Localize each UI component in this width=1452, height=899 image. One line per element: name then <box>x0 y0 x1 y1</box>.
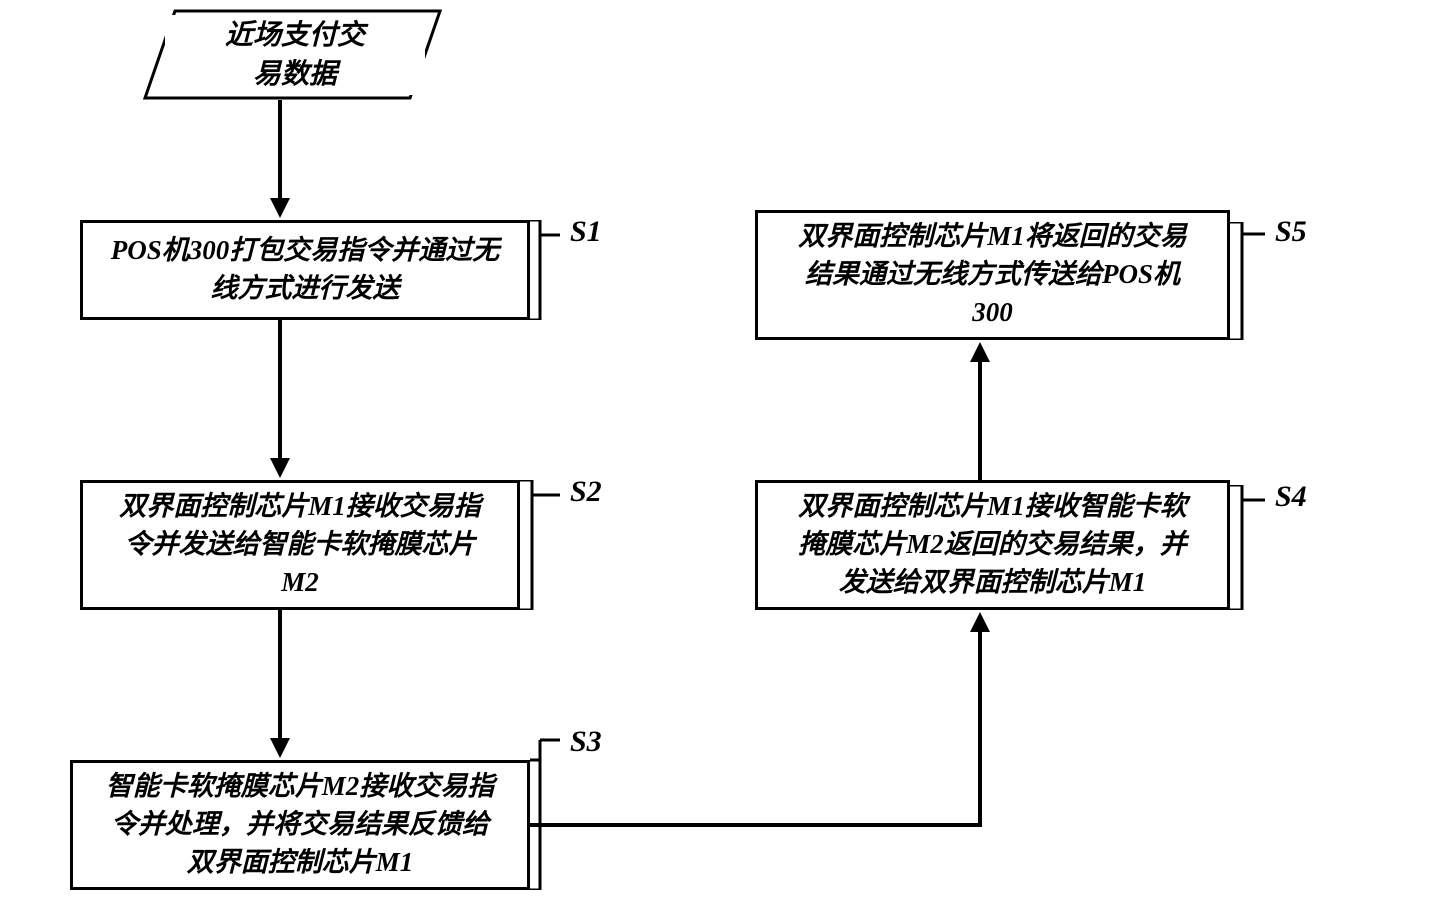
node-s2: 双界面控制芯片M1接收交易指 令并发送给智能卡软掩膜芯片 M2 <box>80 480 520 610</box>
arrow-s2-s3 <box>278 610 282 740</box>
bracket-s3 <box>530 735 565 890</box>
bracket-s1 <box>530 220 565 320</box>
arrow-s3-s4-v <box>978 632 982 827</box>
arrowhead-s1-s2 <box>270 458 290 478</box>
bracket-s4 <box>1230 485 1270 610</box>
start-text: 近场支付交 易数据 <box>225 16 365 94</box>
node-s3: 智能卡软掩膜芯片M2接收交易指 令并处理，并将交易结果反馈给 双界面控制芯片M1 <box>70 760 530 890</box>
label-s1: S1 <box>570 215 602 249</box>
node-s4: 双界面控制芯片M1接收智能卡软 掩膜芯片M2返回的交易结果，并 发送给双界面控制… <box>755 480 1230 610</box>
arrow-s4-s5 <box>978 362 982 480</box>
label-s3: S3 <box>570 725 602 759</box>
arrow-s3-s4-h <box>530 823 980 827</box>
node-s1: POS机300打包交易指令并通过无 线方式进行发送 <box>80 220 530 320</box>
bracket-s5 <box>1230 222 1270 340</box>
arrow-s1-s2 <box>278 320 282 460</box>
arrowhead-s2-s3 <box>270 738 290 758</box>
label-s2: S2 <box>570 475 602 509</box>
s2-text: 双界面控制芯片M1接收交易指 令并发送给智能卡软掩膜芯片 M2 <box>119 488 481 601</box>
arrowhead-s4-s5 <box>970 342 990 362</box>
arrow-start-s1 <box>278 100 282 200</box>
start-node: 近场支付交 易数据 <box>165 15 425 95</box>
arrowhead-s3-s4 <box>970 612 990 632</box>
bracket-s2 <box>520 480 565 610</box>
label-s5: S5 <box>1275 215 1307 249</box>
s5-text: 双界面控制芯片M1将返回的交易 结果通过无线方式传送给POS机 300 <box>798 218 1187 331</box>
s3-text: 智能卡软掩膜芯片M2接收交易指 令并处理，并将交易结果反馈给 双界面控制芯片M1 <box>106 768 495 881</box>
arrowhead-start-s1 <box>270 198 290 218</box>
node-s5: 双界面控制芯片M1将返回的交易 结果通过无线方式传送给POS机 300 <box>755 210 1230 340</box>
label-s4: S4 <box>1275 480 1307 514</box>
s4-text: 双界面控制芯片M1接收智能卡软 掩膜芯片M2返回的交易结果，并 发送给双界面控制… <box>798 488 1187 601</box>
s1-text: POS机300打包交易指令并通过无 线方式进行发送 <box>111 232 500 308</box>
